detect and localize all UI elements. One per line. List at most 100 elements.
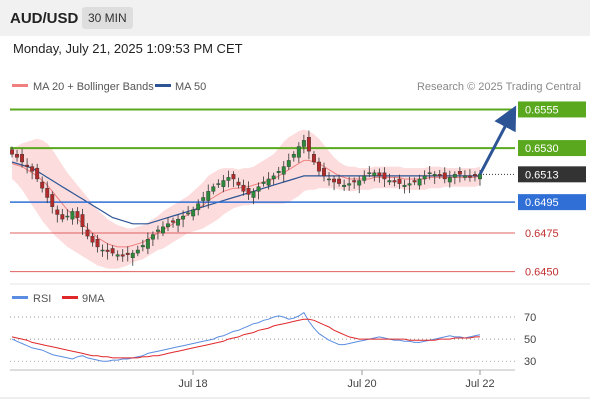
legend-ma20-swatch [12,84,28,87]
candle-body [322,167,326,177]
level-tag-0.6555 [518,101,586,118]
candle-body [317,161,321,172]
timeframe-badge[interactable]: 30 MIN [82,7,133,29]
candle-body [402,184,407,187]
candle-body [181,215,186,220]
candle-body [432,174,437,177]
level-label-0.6530: 0.6530 [525,143,559,155]
candle-body [392,180,397,183]
level-tag-0.6495 [518,194,586,211]
candle-body [125,252,130,255]
candle-body [246,188,251,195]
candle-body [45,188,50,198]
legend-rsi-swatch [12,296,28,299]
candle-body [467,175,472,178]
x-tick-label-1: Jul 20 [347,378,376,390]
candle-body [347,183,352,186]
legend-ma50-label: MA 50 [175,81,206,93]
candle-body [473,174,477,177]
candle-body [140,245,145,248]
candle-body [176,218,181,226]
candle-body [251,191,256,198]
candle-body [25,164,30,167]
candles [10,130,482,266]
candle-body [216,183,221,185]
level-label-0.6495: 0.6495 [525,197,559,209]
candle-body [135,249,140,254]
candle-body [412,180,417,183]
candle-body [20,154,25,163]
candle-body [276,171,281,173]
legend-rsi-ma-swatch [62,296,78,299]
candle-body [196,203,201,211]
candle-body [261,181,266,184]
datetime-label: Monday, July 21, 2025 1:09:53 PM CET [13,41,243,56]
candle-body [342,184,347,187]
rsi-panel: 70 50 30 [10,311,536,368]
candle-body [417,178,422,186]
candle-body [40,181,45,189]
candle-body [367,172,372,174]
candle-body [110,248,115,254]
candle-body [362,175,367,181]
candle-body [10,149,14,155]
candle-body [377,172,382,177]
bollinger-fill [12,129,480,269]
candle-body [75,211,80,218]
candle-body [271,175,276,180]
candle-body [171,220,175,223]
candle-body [372,172,377,177]
legend-rsi-ma-label: 9MA [82,293,105,305]
candle-body [407,183,412,186]
candle-body [70,211,75,220]
candle-body [55,209,60,215]
rsi-tick-70: 70 [524,312,536,324]
candle-body [256,186,261,192]
level-label-0.6555: 0.6555 [525,104,559,116]
candle-body [221,180,226,187]
candle-body [447,177,452,183]
candle-body [50,194,55,207]
candle-body [150,234,155,240]
candle-body [130,252,135,258]
candle-body [161,226,165,234]
candle-body [191,209,196,217]
candle-body [65,215,70,218]
rsi-tick-50: 50 [524,334,536,346]
candle-body [311,154,316,163]
candle-body [105,249,110,252]
candle-body [452,174,457,178]
candle-body [186,212,191,215]
candle-body [80,214,85,228]
bollinger-band [12,129,480,269]
candle-body [457,171,462,175]
level-label-0.6450: 0.6450 [525,267,559,279]
candle-body [286,160,291,167]
candle-body [296,146,301,158]
x-tick-label-0: Jul 18 [178,378,207,390]
projection [478,105,517,176]
candle-body [462,175,467,178]
price-levels [10,108,515,273]
candle-body [95,239,100,248]
legend-ma20-label: MA 20 + Bollinger Bands [33,81,154,93]
candle-body [478,174,482,180]
candle-body [352,180,357,183]
candle-body [60,214,65,220]
candle-body [442,172,447,180]
current-price-tag [518,166,586,183]
candle-body [85,229,90,237]
candle-body [236,181,241,186]
candle-body [206,191,211,201]
projection-arrow [478,105,517,176]
candle-body [357,180,362,186]
pair-title: AUD/USD [10,10,79,27]
candle-body [291,154,296,158]
ma50-line [11,161,480,225]
candle-body [266,178,271,186]
candle-body [327,178,331,181]
candle-body [422,175,427,180]
candle-body [35,167,40,180]
rsi-line [11,311,481,362]
